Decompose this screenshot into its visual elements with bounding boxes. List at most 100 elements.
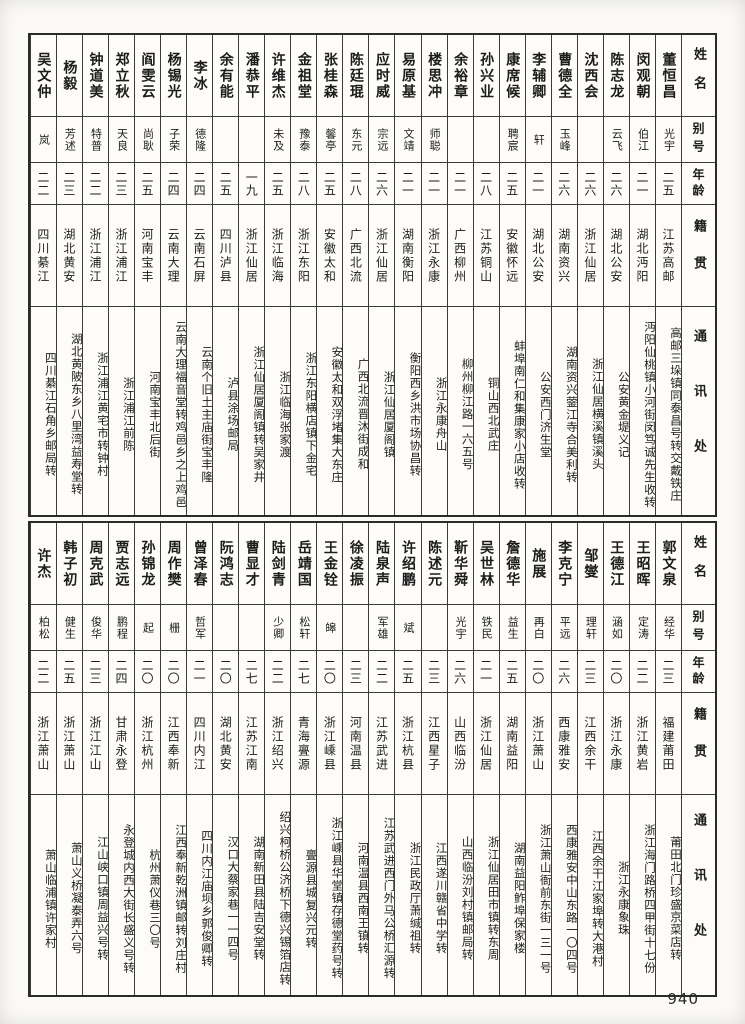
person-address: 四川内江庙坝乡郭俊卿转 [200, 829, 213, 968]
person-address: 河南宝丰北后街 [148, 370, 161, 459]
person-column: 金祖堂 豫泰 二八 浙江东阳 浙江东阳横店镇下金宅 [290, 35, 317, 515]
person-column: 李辅卿 轩 二一 湖北公安 公安西门济生堂 [524, 35, 551, 515]
person-address: 萧山临浦镇许家村 [43, 848, 56, 949]
person-alias: 东元 [343, 117, 369, 163]
person-name: 楼思冲 [421, 35, 447, 117]
person-address: 浙江仙居厦阁镇 [382, 370, 395, 459]
person-alias: 理轩 [577, 605, 603, 651]
person-native-place: 山西临汾 [447, 693, 473, 795]
person-age: 二五 [317, 163, 343, 205]
person-age: 二二 [629, 651, 655, 693]
person-alias: 益生 [499, 605, 525, 651]
person-name: 徐凌振 [343, 523, 369, 605]
person-age: 二八 [343, 163, 369, 205]
person-name: 曾泽春 [187, 523, 213, 605]
person-column: 沈西会 二六 浙江仙居 浙江仙居横溪镇溪头 [576, 35, 603, 515]
person-native-place: 浙江杭县 [395, 693, 421, 795]
person-alias: 栅 [161, 605, 187, 651]
person-age: 二〇 [317, 651, 343, 693]
person-name: 王昭晖 [629, 523, 655, 605]
person-address: 浙江永康象珠 [616, 861, 629, 936]
person-age: 二六 [551, 163, 577, 205]
person-name: 阎雯云 [135, 35, 161, 117]
person-age: 二三 [56, 163, 82, 205]
person-name: 钟道美 [82, 35, 108, 117]
person-name: 李辅卿 [525, 35, 551, 117]
person-native-place: 浙江仙居 [473, 693, 499, 795]
person-name: 詹德华 [499, 523, 525, 605]
person-address: 湖南资兴蓥江寺合美利转 [564, 345, 577, 484]
header-native-place: 籍贯 [682, 205, 715, 307]
person-age: 二二 [30, 163, 56, 205]
person-alias: 豫泰 [291, 117, 317, 163]
person-address: 江西余干江家埠转大港村 [590, 829, 603, 968]
person-native-place: 甘肃永登 [108, 693, 135, 795]
person-age: 二一 [629, 163, 655, 205]
person-alias [213, 605, 239, 651]
person-age: 二二 [265, 651, 291, 693]
person-address: 铜山西北武庄 [486, 377, 499, 452]
person-name: 孙锦龙 [135, 523, 161, 605]
person-column: 康席候 聘宸 二五 安徽怀远 蚌埠南仁和集康家小店收转 [498, 35, 525, 515]
header-age: 年龄 [682, 163, 715, 205]
person-column: 杨锡光 子荣 二四 云南大理 云南大理福音堂转鸡邑乡之上鸡邑 [160, 35, 187, 515]
person-name: 周作樊 [161, 523, 187, 605]
directory-table-top: 姓名 别号 年龄 籍贯 通讯处 董恒昌 光宇 二五 江苏高邮 高邮三垛镇同泰昌号… [28, 33, 717, 517]
person-alias: 鹏程 [108, 605, 135, 651]
person-native-place: 浙江东阳 [291, 205, 317, 307]
header-name: 姓名 [682, 523, 715, 605]
person-name: 张桂森 [317, 35, 343, 117]
person-native-place: 河南宝丰 [135, 205, 161, 307]
person-age: 二〇 [135, 651, 161, 693]
person-age: 二六 [603, 163, 629, 205]
person-column: 阮鸿志 二〇 湖北黄安 汉口大蔡家巷一一四号 [212, 523, 239, 995]
person-native-place: 浙江杭州 [135, 693, 161, 795]
person-native-place: 浙江永康 [421, 205, 447, 307]
person-age: 二〇 [525, 651, 551, 693]
person-alias: 涵如 [603, 605, 629, 651]
person-native-place: 江苏高邮 [655, 205, 681, 307]
person-age: 二六 [551, 651, 577, 693]
person-alias: 平远 [551, 605, 577, 651]
person-address: 萧山义桥凝泰弄六号 [69, 842, 82, 955]
person-name: 施展 [525, 523, 551, 605]
person-name: 李冰 [187, 35, 213, 117]
person-alias: 轩 [525, 117, 551, 163]
person-age: 二一 [187, 651, 213, 693]
person-name: 易原基 [395, 35, 421, 117]
person-alias: 宗远 [369, 117, 395, 163]
person-address: 江西遂川赣省中学转 [434, 842, 447, 955]
person-alias [421, 605, 447, 651]
person-column: 钟道美 特普 二二 浙江浦江 浙江浦江黄宅市转钟村 [81, 35, 108, 515]
person-name: 王金铨 [317, 523, 343, 605]
person-name: 吴世林 [473, 523, 499, 605]
person-address: 浙江嵊县华堂镇存德堂药号转 [330, 817, 343, 980]
person-column: 施展 再白 二〇 浙江萧山 浙江萧山衙前东街一三一号 [524, 523, 551, 995]
person-column: 余裕章 二一 广西柳州 柳州柳江路一六五号 [446, 35, 473, 515]
person-age: 二五 [395, 651, 421, 693]
person-age: 二五 [135, 163, 161, 205]
person-age: 二八 [291, 163, 317, 205]
person-column: 许杰 柏松 二二 浙江萧山 萧山临浦镇许家村 [29, 523, 56, 995]
person-column: 许绍鹏 斌 二五 浙江杭县 浙江民政厅萧缄祖转 [394, 523, 421, 995]
person-alias: 斌 [395, 605, 421, 651]
person-alias: 光宇 [447, 605, 473, 651]
person-native-place: 西康雅安 [551, 693, 577, 795]
person-column: 曹德全 玉峰 二六 湖南资兴 湖南资兴蓥江寺合美利转 [550, 35, 577, 515]
person-alias: 岚 [30, 117, 56, 163]
person-column: 郑立秋 天良 二三 浙江浦江 浙江浦江前陈 [107, 35, 135, 515]
person-name: 杨锡光 [161, 35, 187, 117]
person-column: 孙兴业 二八 江苏铜山 铜山西北武庄 [472, 35, 499, 515]
person-age: 二三 [421, 651, 447, 693]
person-column: 张桂森 馨亭 二五 安徽太和 安徽太和双浮堵集大东庄 [316, 35, 343, 515]
person-name: 金祖堂 [291, 35, 317, 117]
person-age: 二一 [421, 163, 447, 205]
person-address: 江苏武进西门外马公桥汇源转 [382, 817, 395, 980]
person-native-place: 湖北黄安 [213, 693, 239, 795]
person-age: 二三 [577, 651, 603, 693]
person-column: 王昭晖 定涛 二二 浙江黄岩 浙江海门路桥四甲街十七份 [628, 523, 655, 995]
person-address: 泸县涂场邮局 [226, 377, 239, 452]
person-name: 许维杰 [265, 35, 291, 117]
person-native-place: 江苏铜山 [473, 205, 499, 307]
person-name: 陈述元 [421, 523, 447, 605]
